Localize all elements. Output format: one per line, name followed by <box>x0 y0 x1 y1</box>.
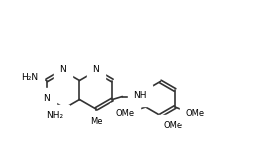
Text: N: N <box>92 66 99 75</box>
Text: N: N <box>43 94 50 103</box>
Text: OMe: OMe <box>185 109 204 117</box>
Text: N: N <box>60 66 66 75</box>
Text: Me: Me <box>90 116 102 126</box>
Text: NH: NH <box>133 91 147 100</box>
Text: OMe: OMe <box>116 109 135 117</box>
Text: NH₂: NH₂ <box>46 111 64 119</box>
Text: H₂N: H₂N <box>21 73 38 82</box>
Text: OMe: OMe <box>163 121 183 130</box>
